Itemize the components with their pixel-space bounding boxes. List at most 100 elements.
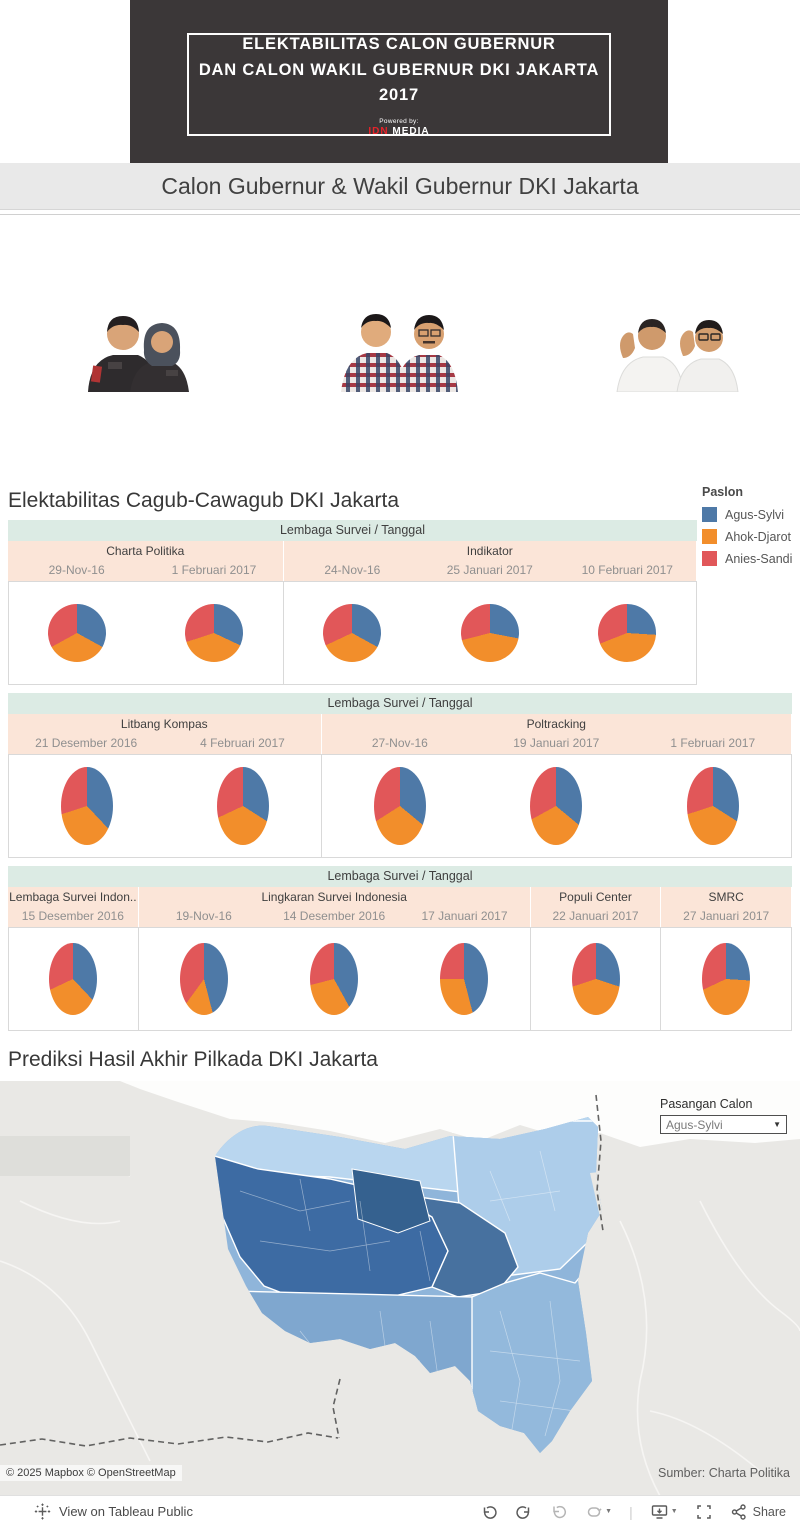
- elektabilitas-pie-chart[interactable]: [530, 767, 583, 845]
- group-band-label: Lembaga Survei / Tanggal: [8, 520, 697, 541]
- poll-date: 25 Januari 2017: [446, 563, 533, 577]
- elektabilitas-pie-chart[interactable]: [598, 604, 657, 662]
- idn-media-logo: IDN MEDIA: [368, 125, 430, 137]
- legend-item-anies-sandi[interactable]: Anies-Sandi: [702, 551, 798, 566]
- elektabilitas-pie-chart[interactable]: [686, 767, 739, 845]
- banner-frame: ELEKTABILITAS CALON GUBERNUR DAN CALON W…: [187, 33, 611, 137]
- map-area-patch: [0, 1136, 130, 1176]
- fullscreen-icon: [696, 1504, 711, 1519]
- page-title: Calon Gubernur & Wakil Gubernur DKI Jaka…: [161, 172, 639, 199]
- toolbar-separator: |: [629, 1503, 633, 1520]
- survey-group: Lembaga Survei / Tanggal Charta Politika 2…: [8, 520, 697, 685]
- survey-group: Lembaga Survei / Tanggal Litbang Kompas 21…: [8, 693, 792, 858]
- pie-cell: [146, 582, 283, 684]
- chevron-down-icon: ▼: [605, 1508, 613, 1515]
- undo-button[interactable]: [480, 1503, 498, 1521]
- survey-name: Poltracking: [321, 714, 792, 734]
- chevron-down-icon: ▼: [773, 1120, 781, 1129]
- poll-date: 19-Nov-16: [175, 909, 232, 923]
- prediksi-title: Prediksi Hasil Akhir Pilkada DKI Jakarta: [8, 1048, 378, 1071]
- undo-icon: [483, 1505, 497, 1519]
- map-source: Sumber: Charta Politika: [657, 1466, 790, 1480]
- legend-item-ahok-djarot[interactable]: Ahok-Djarot: [702, 529, 798, 544]
- elektabilitas-pie-chart[interactable]: [48, 604, 107, 662]
- elektabilitas-pie-chart[interactable]: [460, 604, 519, 662]
- pie-cell: [635, 755, 791, 857]
- legend-swatch-red: [702, 551, 717, 566]
- elektabilitas-pie-chart[interactable]: [702, 943, 751, 1015]
- poll-date: 14 Desember 2016: [283, 909, 386, 923]
- redo-button[interactable]: [515, 1503, 533, 1521]
- survey-name: Indikator: [283, 541, 697, 561]
- map-canvas: [0, 1081, 800, 1496]
- legend-swatch-orange: [702, 529, 717, 544]
- view-on-tableau-public-link[interactable]: View on Tableau Public: [34, 1503, 193, 1520]
- survey-block: SMRC 27 Januari 2017: [661, 887, 793, 1031]
- jakarta-choropleth-map[interactable]: Pasangan Calon Agus-Sylvi ▼ © 2025 Mapbo…: [0, 1081, 800, 1496]
- elektabilitas-pie-chart[interactable]: [49, 943, 98, 1015]
- poll-date: 10 Februari 2017: [581, 563, 673, 577]
- elektabilitas-pie-chart[interactable]: [216, 767, 269, 845]
- pie-cell: [9, 928, 138, 1030]
- banner-area: ELEKTABILITAS CALON GUBERNUR DAN CALON W…: [0, 0, 800, 163]
- survey-group: Lembaga Survei / Tanggal Lembaga Survei I…: [8, 866, 793, 1031]
- survey-block: Poltracking 27-Nov-16 19 Januari 2017 1 Feb…: [321, 714, 792, 858]
- pie-cell: [284, 582, 421, 684]
- download-button[interactable]: ▼: [650, 1503, 678, 1521]
- pie-cell: [421, 582, 558, 684]
- map-pier-2: [472, 1087, 480, 1129]
- pasangan-calon-dropdown[interactable]: Agus-Sylvi ▼: [660, 1115, 787, 1134]
- header-banner: ELEKTABILITAS CALON GUBERNUR DAN CALON W…: [130, 0, 668, 163]
- pie-cell: [269, 928, 399, 1030]
- elektabilitas-pie-chart[interactable]: [373, 767, 426, 845]
- map-pier: [452, 1081, 465, 1133]
- pie-cell: [661, 928, 791, 1030]
- filter-label: Pasangan Calon: [660, 1097, 753, 1111]
- poll-date: 4 Februari 2017: [200, 736, 285, 750]
- elektabilitas-section: Elektabilitas Cagub-Cawagub DKI Jakarta …: [0, 480, 800, 1039]
- pie-cell: [9, 755, 165, 857]
- survey-block: Charta Politika 29-Nov-16 1 Februari 2017: [8, 541, 284, 685]
- fullscreen-button[interactable]: [695, 1503, 713, 1521]
- share-button[interactable]: Share: [730, 1503, 786, 1521]
- admin-border-dashed: [0, 1094, 604, 1447]
- elektabilitas-pie-chart[interactable]: [440, 943, 489, 1015]
- refresh-button[interactable]: ▼: [585, 1503, 612, 1521]
- elektabilitas-pie-chart[interactable]: [323, 604, 382, 662]
- pie-cell: [322, 755, 478, 857]
- chevron-down-icon: ▼: [670, 1508, 678, 1515]
- district-core-darkest[interactable]: [351, 1168, 431, 1234]
- pie-cell: [139, 928, 269, 1030]
- survey-block: Litbang Kompas 21 Desember 2016 4 Februari…: [8, 714, 322, 858]
- elektabilitas-pie-chart[interactable]: [60, 767, 113, 845]
- download-icon: [651, 1504, 667, 1519]
- district-west-dark[interactable]: [198, 1149, 449, 1308]
- poll-date: 22 Januari 2017: [552, 909, 639, 923]
- candidate-photo-agus-sylvi: [68, 300, 200, 392]
- elektabilitas-pie-chart[interactable]: [571, 943, 620, 1015]
- survey-block: Indikator 24-Nov-16 25 Januari 2017 10 Febr…: [283, 541, 697, 685]
- legend-title: Paslon: [702, 485, 743, 499]
- elektabilitas-pie-chart[interactable]: [179, 943, 228, 1015]
- survey-name: Charta Politika: [8, 541, 284, 561]
- elektabilitas-pie-chart[interactable]: [185, 604, 244, 662]
- legend-paslon: Paslon Agus-Sylvi Ahok-Djarot Anies-Sand…: [702, 485, 798, 573]
- poll-date: 19 Januari 2017: [513, 736, 600, 750]
- refresh-icon: [587, 1506, 602, 1517]
- prediksi-section: Prediksi Hasil Akhir Pilkada DKI Jakarta: [0, 1036, 800, 1496]
- toolbar-actions: ▼ | ▼ Share: [480, 1503, 786, 1521]
- banner-title-line2: DAN CALON WAKIL GUBERNUR DKI JAKARTA 201…: [198, 60, 600, 105]
- replay-button[interactable]: [550, 1503, 568, 1521]
- pie-cell: [165, 755, 321, 857]
- legend-swatch-blue: [702, 507, 717, 522]
- elektabilitas-pie-chart[interactable]: [310, 943, 359, 1015]
- legend-item-agus-sylvi[interactable]: Agus-Sylvi: [702, 507, 798, 522]
- map-filter: Pasangan Calon Agus-Sylvi ▼: [660, 1097, 787, 1134]
- map-attribution[interactable]: © 2025 Mapbox © OpenStreetMap: [0, 1465, 182, 1481]
- survey-block: Lingkaran Survei Indonesia 19-Nov-16 14 De…: [138, 887, 531, 1031]
- survey-block: Lembaga Survei Indon.. 15 Desember 2016: [8, 887, 139, 1031]
- poll-date: 1 Februari 2017: [171, 563, 257, 577]
- pie-cell: [559, 582, 696, 684]
- page-title-band: Calon Gubernur & Wakil Gubernur DKI Jaka…: [0, 163, 800, 210]
